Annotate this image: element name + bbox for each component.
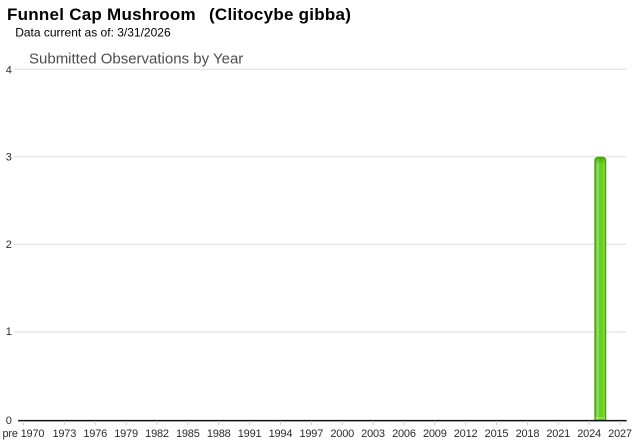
svg-text:2006: 2006 (392, 428, 416, 440)
svg-text:1988: 1988 (207, 428, 231, 440)
svg-text:1991: 1991 (238, 428, 262, 440)
svg-text:1994: 1994 (269, 428, 293, 440)
svg-text:4: 4 (6, 64, 12, 76)
svg-text:2: 2 (6, 239, 12, 251)
svg-text:Submitted Observations by Year: Submitted Observations by Year (29, 50, 243, 67)
svg-text:2003: 2003 (361, 428, 385, 440)
svg-text:2021: 2021 (546, 428, 570, 440)
svg-text:Funnel Cap Mushroom: Funnel Cap Mushroom (7, 5, 196, 24)
svg-text:1985: 1985 (176, 428, 200, 440)
svg-text:pre 1970: pre 1970 (2, 428, 44, 440)
svg-text:Data current as of: 3/31/2026: Data current as of: 3/31/2026 (15, 25, 171, 39)
svg-text:1979: 1979 (114, 428, 138, 440)
svg-text:2018: 2018 (516, 428, 540, 440)
svg-text:1976: 1976 (83, 428, 107, 440)
svg-text:1973: 1973 (52, 428, 76, 440)
svg-text:1982: 1982 (145, 428, 169, 440)
svg-text:(Clitocybe gibba): (Clitocybe gibba) (209, 5, 351, 24)
svg-text:3: 3 (6, 152, 12, 164)
svg-text:2027: 2027 (608, 428, 632, 440)
svg-text:2009: 2009 (423, 428, 447, 440)
svg-text:2024: 2024 (577, 428, 601, 440)
svg-text:1: 1 (6, 326, 12, 338)
svg-text:0: 0 (6, 415, 12, 427)
svg-text:1997: 1997 (299, 428, 323, 440)
svg-text:2000: 2000 (330, 428, 354, 440)
svg-text:2015: 2015 (485, 428, 509, 440)
svg-text:2012: 2012 (454, 428, 478, 440)
